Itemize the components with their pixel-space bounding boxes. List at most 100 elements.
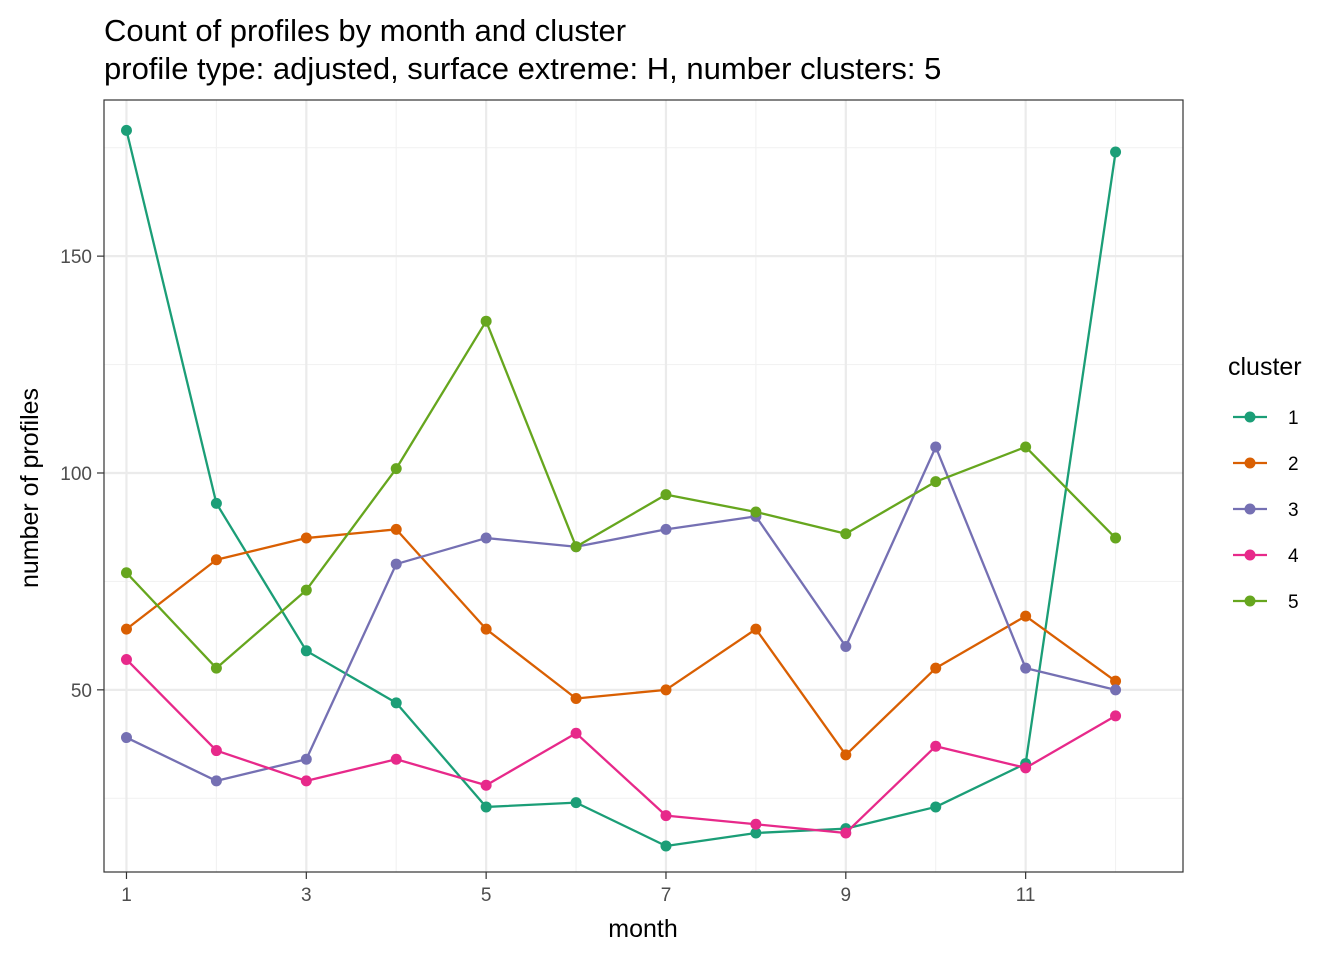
data-point <box>1110 532 1122 544</box>
data-point <box>390 558 402 570</box>
data-point <box>570 693 582 705</box>
legend-key-point <box>1244 411 1256 423</box>
legend-title: cluster <box>1228 353 1302 381</box>
data-point <box>480 779 492 791</box>
data-point <box>300 753 312 765</box>
y-tick-label: 100 <box>60 464 92 485</box>
data-point <box>750 818 762 830</box>
x-tick-label: 11 <box>1016 885 1036 906</box>
series-line-1 <box>125 130 1117 848</box>
legend-item-3: 3 <box>1233 500 1299 521</box>
data-point <box>1110 675 1122 687</box>
chart-subtitle: profile type: adjusted, surface extreme:… <box>104 51 941 86</box>
data-point <box>120 567 132 579</box>
grid-lines <box>104 100 1183 872</box>
data-point <box>660 523 672 535</box>
legend: cluster 1 2 3 4 5 <box>1228 353 1302 613</box>
data-point <box>930 441 942 453</box>
data-point <box>390 523 402 535</box>
data-point <box>570 727 582 739</box>
data-point <box>300 645 312 657</box>
x-tick-label: 1 <box>121 885 132 906</box>
data-point <box>930 801 942 813</box>
data-point <box>660 810 672 822</box>
data-point <box>120 653 132 665</box>
series-4 <box>120 653 1122 839</box>
chart-title: Count of profiles by month and cluster <box>104 13 626 48</box>
data-point <box>210 497 222 509</box>
legend-label: 2 <box>1288 454 1299 475</box>
data-point <box>120 623 132 635</box>
legend-key-point <box>1244 457 1256 469</box>
data-point <box>750 506 762 518</box>
data-point <box>1110 710 1122 722</box>
data-point <box>750 623 762 635</box>
data-point <box>660 489 672 501</box>
legend-item-2: 2 <box>1233 454 1299 475</box>
series-2 <box>120 523 1122 761</box>
data-point <box>930 740 942 752</box>
data-point <box>570 797 582 809</box>
data-point <box>210 662 222 674</box>
data-point <box>1020 610 1032 622</box>
data-point <box>300 775 312 787</box>
data-point <box>210 554 222 566</box>
legend-item-1: 1 <box>1233 408 1299 429</box>
data-point <box>480 315 492 327</box>
legend-label: 1 <box>1288 408 1299 429</box>
data-point <box>1020 762 1032 774</box>
data-point <box>1110 146 1122 158</box>
data-point <box>480 623 492 635</box>
x-tick-label: 5 <box>481 885 492 906</box>
x-tick-label: 9 <box>841 885 852 906</box>
legend-label: 5 <box>1288 592 1299 613</box>
data-point <box>570 541 582 553</box>
axes: 1 3 5 7 9 11 50 100 150 <box>60 247 1035 906</box>
data-point <box>660 684 672 696</box>
data-point <box>930 476 942 488</box>
series-layer <box>120 124 1122 852</box>
data-point <box>210 775 222 787</box>
x-axis-title: month <box>608 915 677 943</box>
data-point <box>120 124 132 136</box>
legend-key-point <box>1244 503 1256 515</box>
data-point <box>390 463 402 475</box>
legend-key-point <box>1244 595 1256 607</box>
x-tick-label: 7 <box>661 885 672 906</box>
series-line-2 <box>125 528 1117 757</box>
legend-label: 3 <box>1288 500 1299 521</box>
y-axis-title: number of profiles <box>16 388 44 588</box>
data-point <box>840 749 852 761</box>
data-point <box>1110 684 1122 696</box>
legend-item-4: 4 <box>1233 546 1299 567</box>
data-point <box>1020 662 1032 674</box>
data-point <box>390 753 402 765</box>
series-line-4 <box>125 658 1117 835</box>
series-line-5 <box>125 320 1117 670</box>
data-point <box>1020 441 1032 453</box>
y-tick-label: 50 <box>71 681 92 702</box>
data-point <box>660 840 672 852</box>
data-point <box>840 528 852 540</box>
data-point <box>480 532 492 544</box>
x-tick-label: 3 <box>301 885 312 906</box>
series-5 <box>120 315 1122 674</box>
data-point <box>120 732 132 744</box>
data-point <box>840 827 852 839</box>
data-point <box>390 697 402 709</box>
y-tick-label: 150 <box>60 247 92 268</box>
legend-label: 4 <box>1288 546 1299 567</box>
plot-border <box>103 99 1184 873</box>
plot-panel <box>104 100 1183 872</box>
legend-item-5: 5 <box>1233 592 1299 613</box>
data-point <box>480 801 492 813</box>
data-point <box>930 662 942 674</box>
data-point <box>300 532 312 544</box>
data-point <box>210 745 222 757</box>
data-point <box>300 584 312 596</box>
legend-key-point <box>1244 549 1256 561</box>
data-point <box>750 827 762 839</box>
data-point <box>840 640 852 652</box>
series-line-3 <box>125 445 1116 783</box>
